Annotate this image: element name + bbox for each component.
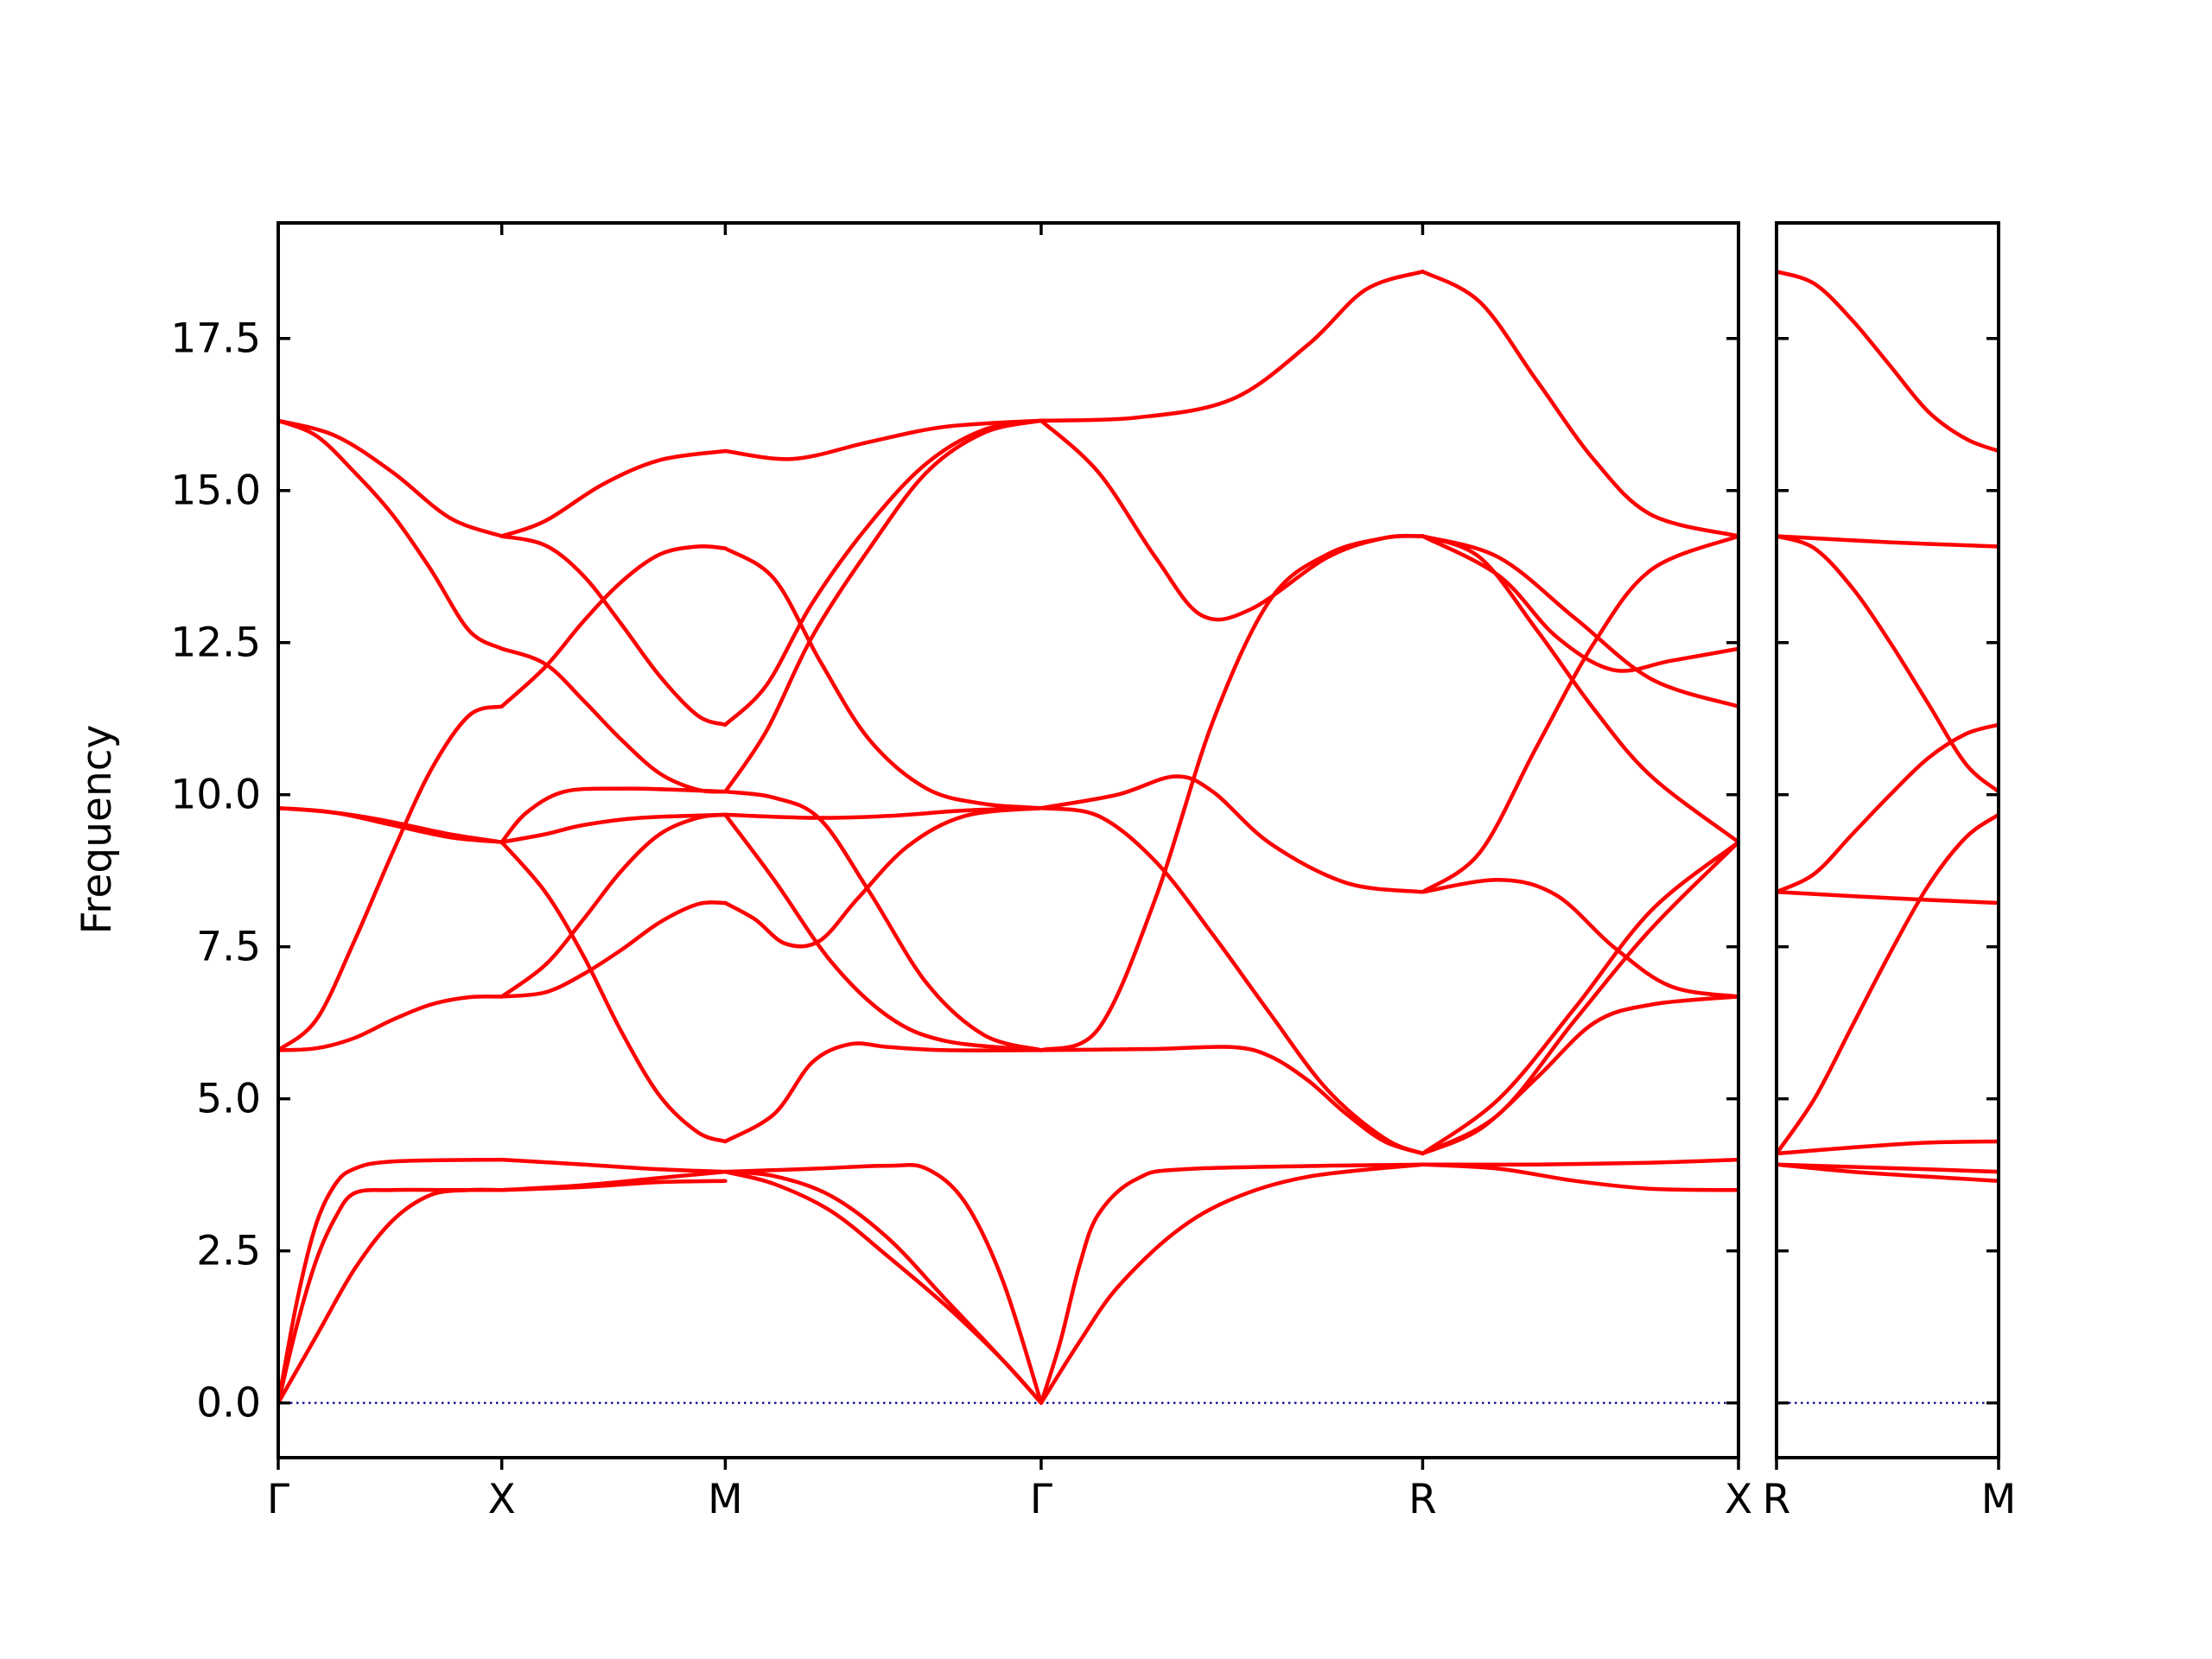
- band-line: [1423, 1165, 1739, 1191]
- x-tick-label: M: [708, 1476, 743, 1523]
- x-tick-label: Γ: [1030, 1476, 1052, 1523]
- band-line: [278, 421, 502, 649]
- band-line: [725, 1165, 1041, 1402]
- band-line: [1777, 725, 1999, 893]
- band-line: [1041, 1165, 1423, 1403]
- band-line: [1041, 1046, 1423, 1154]
- band-line: [725, 815, 1041, 1051]
- band-line: [1777, 1141, 1999, 1154]
- band-line: [502, 546, 726, 706]
- band-line: [1777, 892, 1999, 903]
- y-tick-label: 10.0: [170, 772, 261, 819]
- band-line: [1041, 271, 1423, 421]
- x-tick-label: X: [488, 1476, 516, 1523]
- band-line: [1423, 880, 1739, 996]
- band-line: [725, 1172, 1041, 1403]
- band-line: [1423, 537, 1739, 707]
- band-line: [502, 537, 726, 725]
- y-tick-label: 5.0: [196, 1076, 261, 1123]
- band-line: [502, 451, 726, 537]
- band-line: [502, 902, 726, 996]
- band-line: [1777, 815, 1999, 1154]
- band-line: [502, 1160, 726, 1172]
- band-line: [278, 1160, 502, 1403]
- y-tick-label: 17.5: [170, 315, 261, 363]
- band-line: [1423, 1160, 1739, 1165]
- y-tick-label: 15.0: [170, 467, 261, 515]
- band-line: [725, 421, 1041, 725]
- x-tick-label: Γ: [267, 1476, 289, 1523]
- band-line: [1423, 537, 1739, 893]
- band-line: [725, 1043, 1041, 1141]
- y-tick-label: 12.5: [170, 620, 261, 667]
- band-line: [502, 649, 726, 792]
- band-line: [1423, 537, 1739, 671]
- y-tick-label: 2.5: [196, 1228, 261, 1275]
- band-line: [1041, 777, 1423, 893]
- y-tick-label: 0.0: [196, 1380, 261, 1427]
- x-tick-label: R: [1763, 1476, 1791, 1523]
- band-line: [1041, 421, 1423, 620]
- y-axis-title: Frequency: [73, 725, 121, 935]
- x-tick-label: M: [1981, 1476, 2017, 1523]
- band-line: [278, 421, 502, 537]
- x-tick-label: X: [1725, 1476, 1752, 1523]
- panel-1: 0.0 2.5 5.0 7.5 10.0 12.5 15.0 17.5 Γ X M Γ R X: [170, 223, 1752, 1523]
- band-line: [725, 1172, 1041, 1403]
- band-line: [1041, 536, 1423, 1050]
- bands-group: [278, 271, 1738, 1402]
- band-line: [1041, 808, 1423, 1154]
- band-line: [725, 421, 1041, 791]
- band-line: [278, 1190, 502, 1403]
- panels-layer: 0.02.55.07.510.012.515.017.5Γ X M Γ R X R M: [170, 223, 2016, 1523]
- band-line: [1423, 271, 1739, 536]
- y-tick-label: 7.5: [196, 924, 261, 971]
- band-line: [502, 842, 726, 1141]
- band-line: [1423, 996, 1739, 1154]
- bands-group: [1777, 271, 1999, 1180]
- band-line: [1777, 271, 1999, 451]
- x-tick-label: R: [1408, 1476, 1437, 1523]
- band-line: [1423, 537, 1739, 842]
- band-line: [1777, 537, 1999, 792]
